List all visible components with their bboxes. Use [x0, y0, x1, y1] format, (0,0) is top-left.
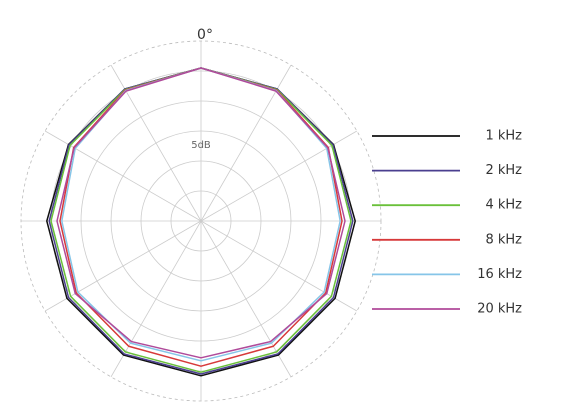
- legend-label: 4 kHz: [485, 198, 522, 213]
- angle-label: 0°: [197, 27, 213, 43]
- polar-line: [61, 67, 341, 362]
- grid-ring: [170, 190, 232, 252]
- grid-ring: [110, 130, 292, 312]
- scale-annotation: 5dB: [191, 140, 211, 151]
- legend-label: 16 kHz: [477, 267, 522, 282]
- legend-label: 20 kHz: [477, 302, 522, 317]
- legend-label: 2 kHz: [485, 163, 522, 178]
- grid-ring: [80, 100, 322, 342]
- polar-line: [50, 67, 352, 373]
- grid-ring: [140, 160, 262, 282]
- legend-label: 8 kHz: [485, 232, 522, 247]
- legend-label: 1 kHz: [485, 129, 522, 144]
- grid-ring: [20, 40, 382, 402]
- polar-line: [48, 67, 354, 375]
- polar-line: [56, 67, 346, 359]
